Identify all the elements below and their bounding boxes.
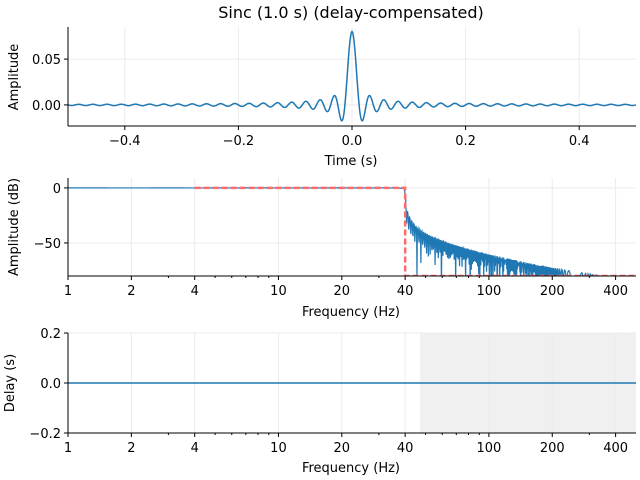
x-tick-label: −0.4 [109, 134, 141, 149]
x-tick-label: 0.0 [342, 134, 363, 149]
x-tick-label: 2 [127, 441, 135, 456]
y-tick-label: 0.0 [40, 377, 61, 392]
y-tick-label: 0 [53, 182, 61, 197]
x-tick-label: 40 [397, 441, 414, 456]
x-axis-label-time: Time (s) [324, 154, 378, 169]
x-tick-label: 0.4 [569, 134, 590, 149]
x-tick-label: 400 [603, 441, 628, 456]
x-tick-label: 20 [334, 284, 351, 299]
y-tick-label: 0.2 [40, 327, 61, 342]
x-tick-label: 400 [603, 284, 628, 299]
y-tick-label: 0.00 [32, 99, 61, 114]
y-axis-label-amplitude: Amplitude [7, 44, 22, 111]
y-tick-label: −50 [34, 237, 61, 252]
plot-area [68, 30, 636, 122]
x-tick-label: 40 [397, 284, 414, 299]
chart-title: Sinc (1.0 s) (delay-compensated) [218, 3, 483, 22]
x-tick-label: 200 [540, 284, 565, 299]
series-line-magnitude-response-db- [68, 186, 604, 276]
x-tick-label: 2 [127, 284, 135, 299]
y-tick-label: −0.2 [29, 427, 61, 442]
axes-1: 1 2 4 10 20 40 100 200 400 −50 0 [34, 178, 636, 299]
plot-area [68, 186, 636, 276]
series-line-sinc-impulse-response [68, 30, 636, 122]
x-tick-label: 4 [191, 441, 199, 456]
x-tick-label: 4 [191, 284, 199, 299]
x-axis-label-frequency-magnitude: Frequency (Hz) [302, 305, 400, 320]
x-tick-label: 10 [270, 441, 287, 456]
x-tick-label: 100 [476, 441, 501, 456]
series-line-desired-response [194, 186, 636, 276]
x-tick-label: 1 [64, 284, 72, 299]
x-tick-label: 1 [64, 441, 72, 456]
x-axis-label-frequency-delay: Frequency (Hz) [302, 461, 400, 476]
y-axis-label-delay: Delay (s) [3, 354, 18, 412]
y-tick-label: 0.05 [32, 53, 61, 68]
x-tick-label: 100 [476, 284, 501, 299]
x-tick-label: 0.2 [455, 134, 476, 149]
x-tick-label: 10 [270, 284, 287, 299]
axes-0: −0.4 −0.2 0.0 0.2 0.4 0.00 0.05 [32, 27, 636, 149]
x-tick-label: 20 [334, 441, 351, 456]
axes-2: 1 2 4 10 20 40 100 200 400 −0.2 0.0 0.2 [29, 327, 636, 456]
x-tick-label: −0.2 [223, 134, 255, 149]
y-axis-label-amplitude-db: Amplitude (dB) [7, 178, 22, 276]
x-tick-label: 200 [540, 441, 565, 456]
